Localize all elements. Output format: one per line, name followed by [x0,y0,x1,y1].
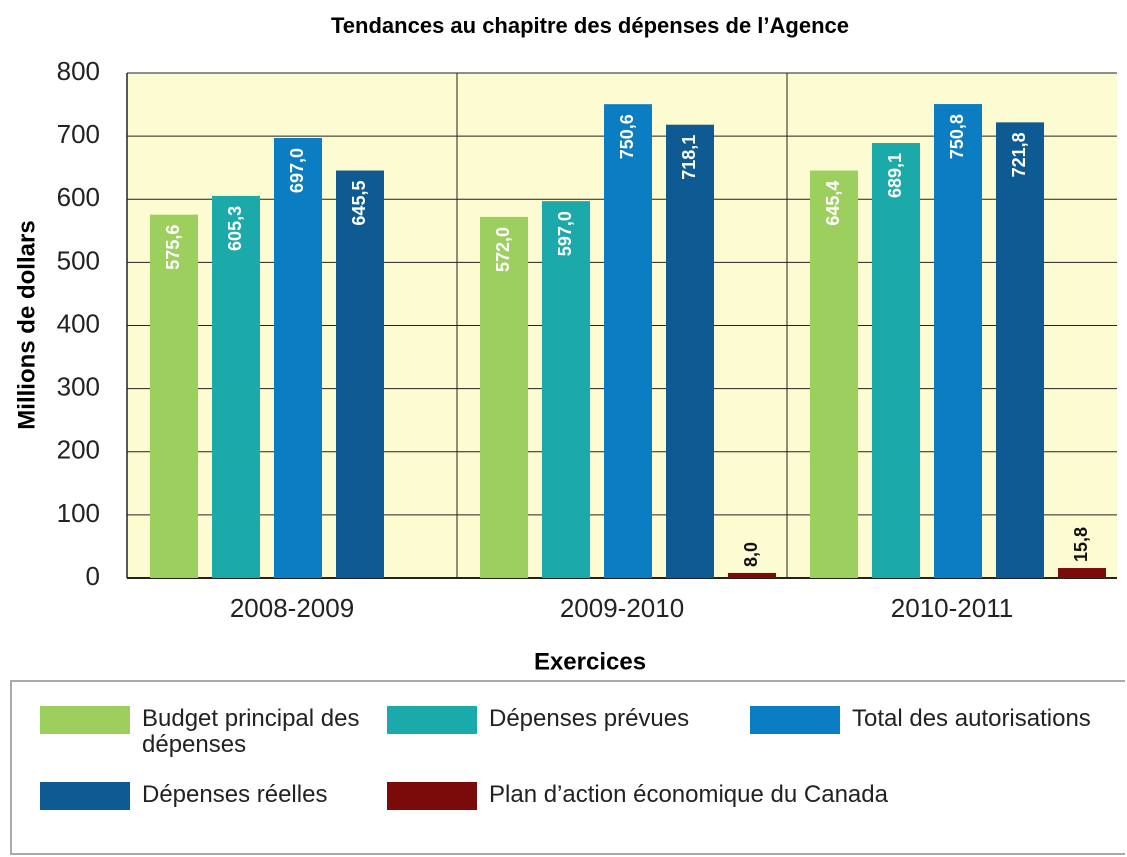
value-label: 8,0 [741,542,761,567]
bar [480,216,528,579]
value-label: 645,4 [823,181,843,226]
bar [872,143,920,579]
chart: Tendances au chapitre des dépenses de l’… [13,13,1117,675]
legend-item: Plan d’action économique du Canada [387,782,888,810]
y-tick-label: 400 [57,308,100,338]
x-tick-label: 2008-2009 [230,593,354,623]
value-label: 689,1 [885,153,905,198]
bar [1058,568,1106,578]
y-tick-label: 100 [57,498,100,528]
legend-swatch [387,782,477,810]
bar [728,572,776,578]
legend-label: Total des autorisations [852,705,1091,732]
value-label: 575,6 [163,225,183,270]
bar [212,195,260,579]
bar [336,170,384,578]
y-tick-label: 600 [57,182,100,212]
legend-label: Budget principal des dépenses [142,705,360,758]
y-tick-label: 700 [57,119,100,149]
bar [274,138,322,579]
legend: Budget principal des dépenses Dépenses pr… [10,680,1125,855]
legend-label: Dépenses réelles [142,781,328,808]
y-tick-label: 800 [57,56,100,86]
y-tick-label: 300 [57,372,100,402]
bar [996,122,1044,579]
value-label: 750,6 [617,114,637,159]
bar [810,170,858,578]
legend-swatch [40,706,130,734]
value-label: 645,5 [349,181,369,226]
x-tick-label: 2010-2011 [891,593,1013,623]
value-label: 697,0 [287,148,307,193]
chart-title: Tendances au chapitre des dépenses de l’… [331,13,849,38]
legend-item: Budget principal des dépenses [40,706,362,758]
x-tick-label: 2009-2010 [560,593,684,623]
y-tick-label: 0 [86,561,100,591]
bar [934,104,982,579]
bar [666,124,714,578]
value-label: 718,1 [679,135,699,180]
y-tick-label: 500 [57,245,100,275]
value-label: 15,8 [1071,527,1091,562]
value-label: 605,3 [225,206,245,251]
x-axis-label: Exercices [534,648,646,675]
y-tick-label: 200 [57,435,100,465]
legend-swatch [750,706,840,734]
bar [150,214,198,578]
value-label: 750,8 [947,114,967,159]
bar [542,201,590,579]
legend-item: Dépenses prévues [387,706,689,734]
value-label: 597,0 [555,211,575,256]
legend-swatch [387,706,477,734]
legend-item: Dépenses réelles [40,782,327,810]
legend-label: Dépenses prévues [489,705,690,732]
legend-swatch [40,782,130,810]
bar [604,104,652,578]
legend-label: Plan d’action économique du Canada [489,781,888,808]
value-label: 721,8 [1009,132,1029,177]
y-axis-label: Millions de dollars [13,220,40,429]
legend-item: Total des autorisations [750,706,1091,734]
value-label: 572,0 [493,227,513,272]
